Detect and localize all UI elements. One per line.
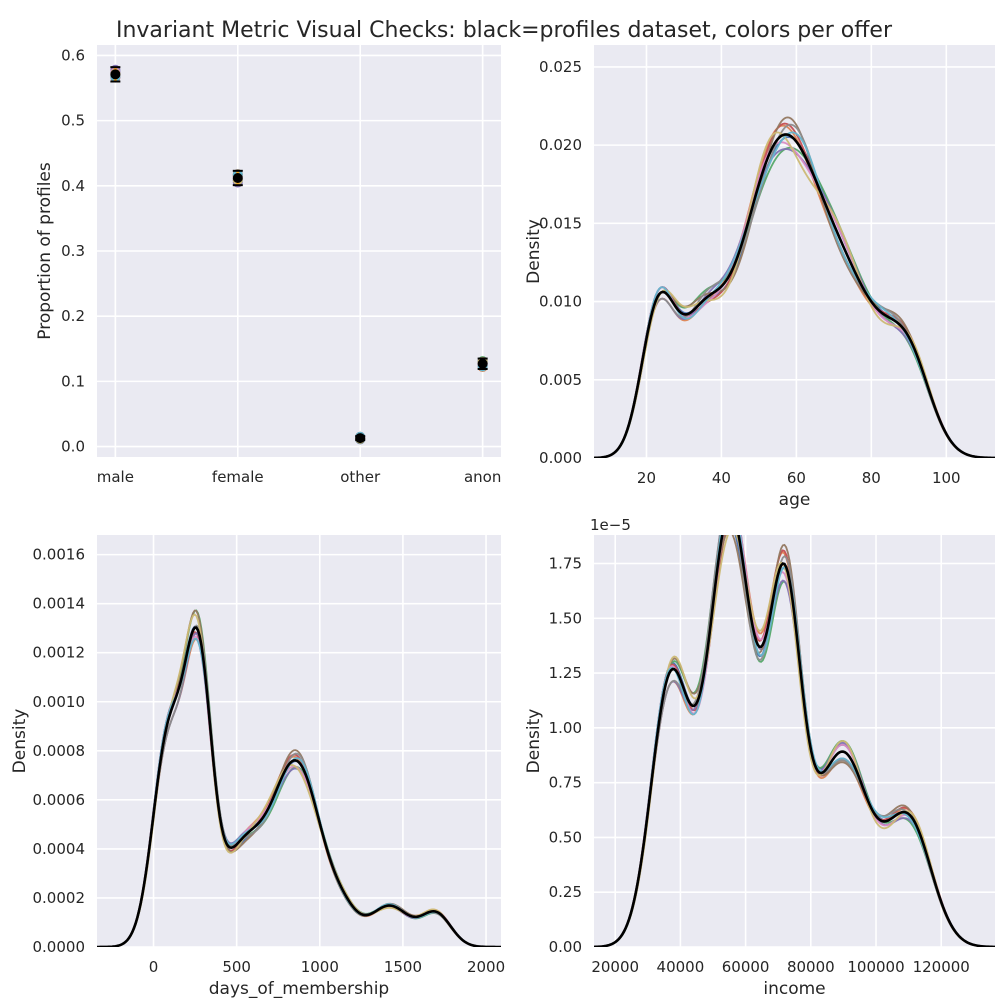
x-tick-label: 40 [712, 469, 731, 487]
y-tick-label: 0.0012 [33, 644, 86, 662]
x-tick-label: 20 [637, 469, 656, 487]
y-axis-label: Proportion of profiles [35, 162, 55, 340]
y-tick-label: 1.00 [549, 719, 582, 737]
x-tick-label: female [212, 468, 264, 486]
y-tick-label: 0.00 [549, 938, 582, 956]
y-tick-label: 0.5 [61, 112, 85, 130]
y-tick-label: 0.005 [539, 371, 582, 389]
x-tick-label: male [97, 468, 134, 486]
series-group-age [594, 116, 995, 458]
panel-income: 0.00 0.25 0.50 0.75 1.00 1.25 1.50 1.75 20000 400… [524, 516, 995, 999]
y-tick-label: 0.25 [549, 883, 582, 901]
x-tick-label: anon [464, 468, 501, 486]
y-tick-label: 0.2 [61, 307, 85, 325]
y-tick-label: 0.015 [539, 214, 582, 232]
y-tick-label: 0.0006 [33, 791, 86, 809]
x-tick-label: 20000 [591, 958, 639, 976]
y-axis-label: Density [10, 709, 30, 774]
gridlines-days_of_membership [97, 535, 501, 948]
x-tick-label: 500 [222, 958, 251, 976]
y-tick-label: 0.0 [61, 438, 85, 456]
x-axis-label: age [779, 490, 811, 510]
y-offset-label: 1e−5 [590, 516, 631, 534]
x-tick-label: 100000 [847, 958, 904, 976]
panel-gender: 0.0 0.1 0.2 0.3 0.4 0.5 0.6 male female other anon… [35, 45, 501, 486]
x-tick-label: 1000 [301, 958, 339, 976]
ticks-gender: 0.0 0.1 0.2 0.3 0.4 0.5 0.6 male female other anon [61, 46, 501, 486]
x-tick-label: 120000 [913, 958, 970, 976]
reference-density-line [97, 626, 501, 947]
ticks-income: 0.00 0.25 0.50 0.75 1.00 1.25 1.50 1.75 20000 400… [549, 554, 970, 976]
x-tick-label: 80000 [787, 958, 835, 976]
gridlines-income [594, 535, 995, 948]
x-tick-label: 60000 [722, 958, 770, 976]
y-tick-label: 0.000 [539, 449, 582, 467]
y-tick-label: 0.025 [539, 58, 582, 76]
y-tick-label: 0.0000 [33, 938, 86, 956]
x-tick-label: 1500 [384, 958, 422, 976]
y-tick-label: 0.0014 [33, 595, 86, 613]
reference-density-line [594, 133, 995, 458]
ticks-age: 0.000 0.005 0.010 0.015 0.020 0.025 20 40 60 80 10… [539, 58, 961, 487]
x-tick-label: other [340, 468, 381, 486]
series-group-gender [110, 64, 488, 445]
y-tick-label: 1.75 [549, 554, 582, 572]
y-axis-label: Density [524, 219, 544, 284]
reference-point [232, 172, 243, 183]
y-tick-label: 0.50 [549, 828, 582, 846]
ticks-days_of_membership: 0.0000 0.0002 0.0004 0.0006 0.0008 0.0010 0.00… [33, 546, 506, 976]
plot-area-age [594, 45, 995, 458]
y-axis-label: Density [524, 709, 544, 774]
x-tick-label: 2000 [467, 958, 505, 976]
y-tick-label: 0.1 [61, 372, 85, 390]
y-tick-label: 0.75 [549, 774, 582, 792]
plot-area-days_of_membership [97, 535, 501, 947]
y-tick-label: 0.0004 [33, 840, 86, 858]
reference-point [110, 69, 121, 80]
y-tick-label: 0.6 [61, 46, 85, 64]
reference-point [477, 358, 488, 369]
y-tick-label: 0.4 [61, 177, 85, 195]
x-axis-label: days_of_membership [209, 979, 389, 999]
figure-title: Invariant Metric Visual Checks: black=pr… [116, 18, 893, 43]
y-tick-label: 0.3 [61, 242, 85, 260]
gridlines-age [594, 45, 995, 459]
x-tick-label: 0 [149, 958, 159, 976]
y-tick-label: 0.0010 [33, 693, 86, 711]
panel-days_of_membership: 0.0000 0.0002 0.0004 0.0006 0.0008 0.0010 0.00… [10, 535, 505, 999]
reference-point [355, 433, 366, 444]
series-group-income [594, 535, 995, 947]
y-tick-label: 0.0016 [33, 546, 86, 564]
panel-age: 0.000 0.005 0.010 0.015 0.020 0.025 20 40 60 80 10… [524, 45, 995, 510]
x-tick-label: 100 [932, 469, 961, 487]
x-tick-label: 40000 [657, 958, 705, 976]
y-tick-label: 1.25 [549, 664, 582, 682]
x-axis-label: income [763, 979, 825, 999]
y-tick-label: 0.020 [539, 136, 582, 154]
series-group-days_of_membership [97, 609, 501, 947]
x-tick-label: 80 [862, 469, 881, 487]
y-tick-label: 0.0008 [33, 742, 86, 760]
y-tick-label: 0.0002 [33, 889, 86, 907]
x-tick-label: 60 [787, 469, 806, 487]
reference-density-line [594, 535, 995, 947]
y-tick-label: 0.010 [539, 293, 582, 311]
y-tick-label: 1.50 [549, 609, 582, 627]
gridlines-gender [97, 45, 501, 457]
